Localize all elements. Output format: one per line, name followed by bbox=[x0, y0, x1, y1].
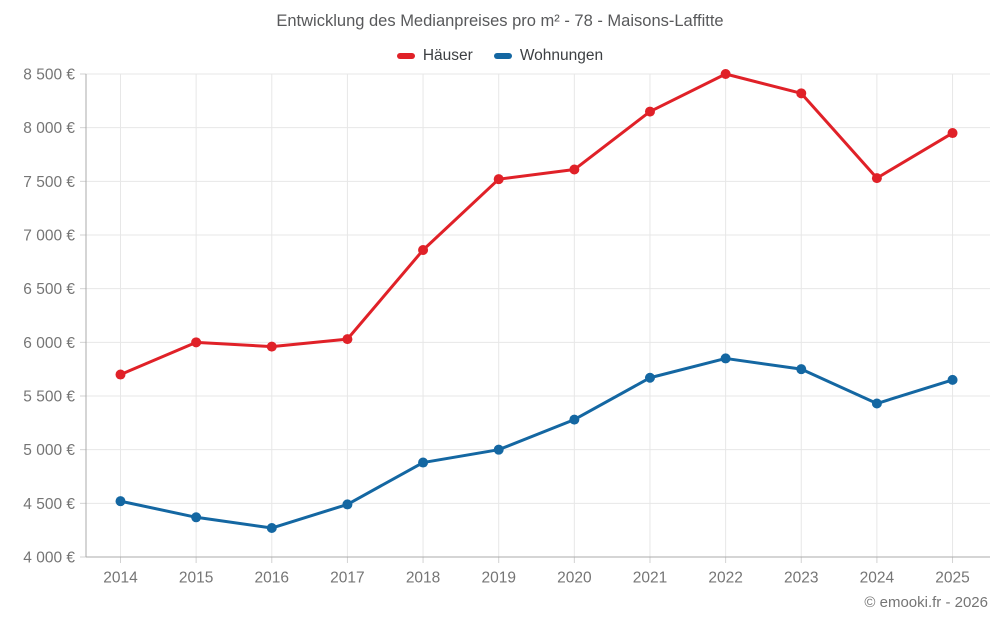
data-point[interactable] bbox=[720, 69, 731, 79]
y-axis-tick-label: 6 500 € bbox=[23, 281, 75, 298]
x-axis-tick-label: 2015 bbox=[179, 570, 213, 587]
legend-item-haeuser[interactable]: Häuser bbox=[396, 47, 473, 65]
data-point[interactable] bbox=[871, 398, 882, 409]
legend-item-wohnungen[interactable]: Wohnungen bbox=[493, 47, 604, 65]
legend-swatch-haeuser-icon bbox=[396, 53, 415, 59]
y-axis-tick-label: 6 000 € bbox=[23, 335, 75, 352]
x-axis-tick-label: 2025 bbox=[935, 570, 969, 587]
data-point[interactable] bbox=[569, 164, 580, 175]
data-point[interactable] bbox=[796, 88, 807, 99]
copyright-note: © emooki.fr - 2026 bbox=[864, 594, 988, 611]
x-axis-tick-label: 2019 bbox=[481, 570, 515, 587]
data-point[interactable] bbox=[569, 414, 580, 425]
x-axis-tick-label: 2023 bbox=[784, 570, 818, 587]
data-point[interactable] bbox=[493, 174, 504, 185]
data-point[interactable] bbox=[418, 457, 429, 468]
y-axis-tick-label: 8 500 € bbox=[23, 67, 75, 84]
data-point[interactable] bbox=[796, 364, 807, 375]
data-point[interactable] bbox=[266, 523, 277, 534]
y-axis-tick-label: 7 000 € bbox=[23, 228, 75, 245]
y-axis-tick-label: 8 000 € bbox=[23, 120, 75, 137]
x-axis-tick-label: 2016 bbox=[255, 570, 289, 587]
data-point[interactable] bbox=[115, 496, 126, 507]
series-line-haeuser bbox=[119, 72, 955, 377]
data-point[interactable] bbox=[342, 334, 353, 345]
series-line-wohnungen bbox=[119, 356, 955, 530]
legend-swatch-wohnungen-icon bbox=[493, 53, 512, 59]
legend-label-haeuser: Häuser bbox=[422, 47, 473, 64]
data-point[interactable] bbox=[947, 128, 958, 139]
x-axis-tick-label: 2024 bbox=[860, 570, 895, 587]
data-point[interactable] bbox=[191, 337, 202, 348]
x-axis-tick-label: 2017 bbox=[330, 570, 364, 587]
y-axis-tick-label: 7 500 € bbox=[23, 174, 75, 191]
y-axis-tick-label: 4 000 € bbox=[23, 550, 75, 567]
data-point[interactable] bbox=[644, 372, 655, 383]
data-point[interactable] bbox=[266, 341, 277, 352]
data-point[interactable] bbox=[493, 444, 504, 455]
y-axis-tick-label: 5 500 € bbox=[23, 389, 75, 406]
legend-label-wohnungen: Wohnungen bbox=[519, 47, 604, 64]
y-axis-tick-label: 5 000 € bbox=[23, 442, 75, 459]
data-point[interactable] bbox=[871, 173, 882, 184]
data-point[interactable] bbox=[947, 374, 958, 385]
data-point[interactable] bbox=[644, 106, 655, 117]
data-point[interactable] bbox=[720, 353, 731, 364]
x-axis-tick-label: 2014 bbox=[103, 570, 138, 587]
x-axis-tick-label: 2021 bbox=[633, 570, 667, 587]
x-axis-tick-label: 2022 bbox=[708, 570, 742, 587]
chart-title: Entwicklung des Medianpreises pro m² - 7… bbox=[276, 12, 724, 30]
data-point[interactable] bbox=[342, 499, 353, 510]
x-axis-tick-label: 2018 bbox=[406, 570, 440, 587]
data-point[interactable] bbox=[191, 512, 202, 523]
x-axis-tick-label: 2020 bbox=[557, 570, 592, 587]
data-point[interactable] bbox=[418, 245, 429, 256]
y-axis-tick-label: 4 500 € bbox=[23, 496, 75, 513]
data-point[interactable] bbox=[115, 369, 126, 380]
chart-legend: Häuser Wohnungen bbox=[0, 47, 1000, 65]
